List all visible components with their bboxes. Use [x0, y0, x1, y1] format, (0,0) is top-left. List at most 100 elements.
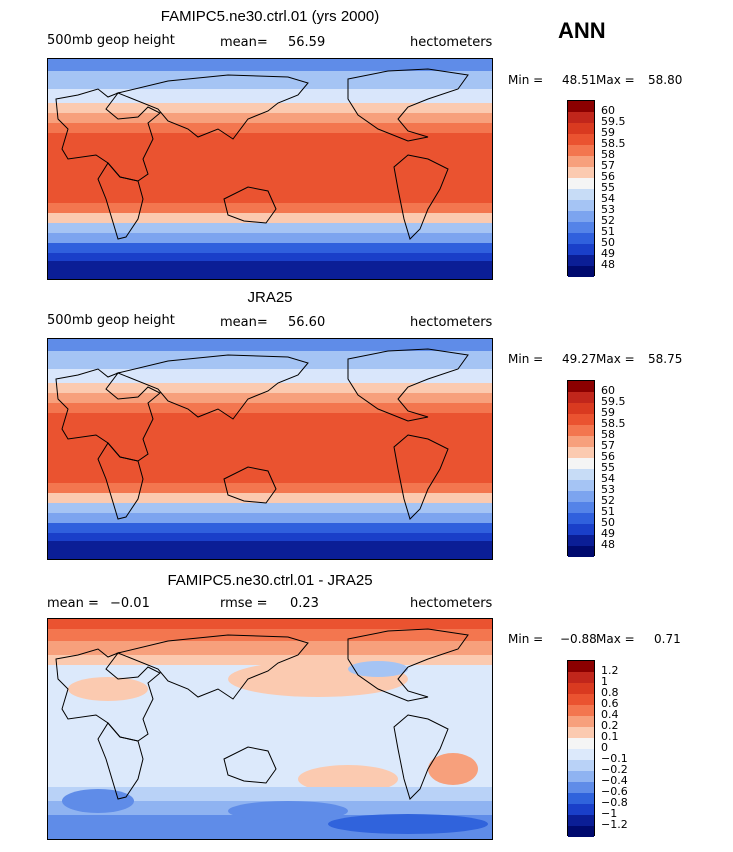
panel-1-max-label: Max = — [596, 73, 635, 87]
band — [48, 59, 492, 71]
colorbar-swatch — [568, 826, 594, 837]
band — [48, 369, 492, 383]
continent-outline — [347, 68, 469, 142]
band — [48, 393, 492, 403]
colorbar-swatch — [568, 804, 594, 815]
continent-outline — [347, 348, 469, 422]
colorbar-tick-label: 51 — [601, 505, 615, 518]
colorbar-tick-label: 1 — [601, 675, 608, 688]
panel-1-units: hectometers — [410, 35, 493, 50]
colorbar-swatch — [568, 211, 594, 222]
colorbar-swatch — [568, 222, 594, 233]
colorbar-tick-label: 1.2 — [601, 664, 619, 677]
colorbar-tick-label: −0.4 — [601, 774, 628, 787]
band — [48, 351, 492, 369]
panel-2-mean-label: mean= — [220, 315, 268, 330]
colorbar-swatch — [568, 101, 594, 112]
colorbar-tick-label: 57 — [601, 439, 615, 452]
panel-1-colorbar — [567, 100, 595, 277]
colorbar-swatch — [568, 392, 594, 403]
colorbar-tick-label: 58 — [601, 148, 615, 161]
colorbar-swatch — [568, 760, 594, 771]
panel-3-min-label: Min = — [508, 632, 544, 646]
anomaly-blob — [228, 801, 348, 821]
continent-outline — [116, 354, 309, 420]
colorbar-swatch — [568, 469, 594, 480]
colorbar-swatch — [568, 661, 594, 672]
colorbar-tick-label: 60 — [601, 384, 615, 397]
colorbar-swatch — [568, 771, 594, 782]
coastlines — [55, 628, 469, 800]
panel-2-max-value: 58.75 — [648, 352, 683, 366]
colorbar-swatch — [568, 727, 594, 738]
colorbar-tick-label: −1 — [601, 807, 618, 820]
colorbar-swatch — [568, 749, 594, 760]
panel-2-title: JRA25 — [247, 289, 293, 306]
colorbar-tick-label: 59 — [601, 406, 615, 419]
continent-outline — [55, 648, 161, 742]
colorbar-swatch — [568, 683, 594, 694]
colorbar-tick-label: 0.8 — [601, 686, 619, 699]
colorbar-tick-label: 49 — [601, 527, 615, 540]
panel-3-map — [47, 618, 493, 840]
colorbar-tick-label: −0.1 — [601, 752, 628, 765]
panel-2-field-label: 500mb geop height — [47, 313, 175, 328]
panel-2-map-svg — [48, 339, 492, 559]
panel-3-max-value: 0.71 — [654, 632, 681, 646]
colorbar-tick-label: −0.2 — [601, 763, 628, 776]
colorbar-tick-label: 51 — [601, 225, 615, 238]
band — [48, 533, 492, 541]
band — [48, 339, 492, 351]
colorbar-tick-label: 59 — [601, 126, 615, 139]
continent-outline — [55, 368, 161, 462]
colorbar-tick-label: 0.4 — [601, 708, 619, 721]
colorbar-swatch — [568, 403, 594, 414]
panel-1-mean-label: mean= — [220, 35, 268, 50]
band — [48, 203, 492, 213]
colorbar-tick-label: 54 — [601, 472, 615, 485]
colorbar-swatch — [568, 535, 594, 546]
colorbar-tick-label: 0.6 — [601, 697, 619, 710]
band — [48, 787, 492, 801]
colorbar-swatch — [568, 200, 594, 211]
continent-outline — [393, 434, 449, 520]
panel-3-mean-label: mean = — [47, 596, 99, 611]
panel-3-mean-value: −0.01 — [110, 596, 150, 611]
colorbar-swatch — [568, 458, 594, 469]
continent-outline — [223, 186, 277, 224]
colorbar-swatch — [568, 425, 594, 436]
colorbar-tick-label: 49 — [601, 247, 615, 260]
panel-2-mean-value: 56.60 — [288, 315, 326, 330]
colorbar-tick-label: 53 — [601, 483, 615, 496]
colorbar-swatch — [568, 381, 594, 392]
continent-outline — [347, 628, 469, 702]
band — [48, 383, 492, 393]
colorbar-swatch — [568, 694, 594, 705]
panel-2-min-value: 49.27 — [562, 352, 597, 366]
anomaly-blob — [68, 677, 148, 701]
colorbar-swatch — [568, 782, 594, 793]
colorbar-swatch — [568, 705, 594, 716]
colorbar-tick-label: 48 — [601, 258, 615, 271]
panel-1-mean-value: 56.59 — [288, 35, 326, 50]
band — [48, 133, 492, 203]
panel-3-colorbar — [567, 660, 595, 837]
band — [48, 655, 492, 665]
continent-outline — [97, 442, 144, 520]
colorbar-swatch — [568, 672, 594, 683]
coastlines — [55, 348, 469, 520]
colorbar-tick-label: 59.5 — [601, 115, 626, 128]
colorbar-tick-label: 55 — [601, 181, 615, 194]
band — [48, 233, 492, 243]
colorbar-tick-label: −0.6 — [601, 785, 628, 798]
band — [48, 113, 492, 123]
panel-3-max-label: Max = — [596, 632, 635, 646]
colorbar-swatch — [568, 145, 594, 156]
colorbar-tick-label: 58.5 — [601, 137, 626, 150]
colorbar-swatch — [568, 436, 594, 447]
anomaly-blob — [62, 789, 134, 813]
coastlines — [55, 68, 469, 240]
panel-1-map-svg — [48, 59, 492, 279]
continent-outline — [97, 162, 144, 240]
colorbar-swatch — [568, 167, 594, 178]
